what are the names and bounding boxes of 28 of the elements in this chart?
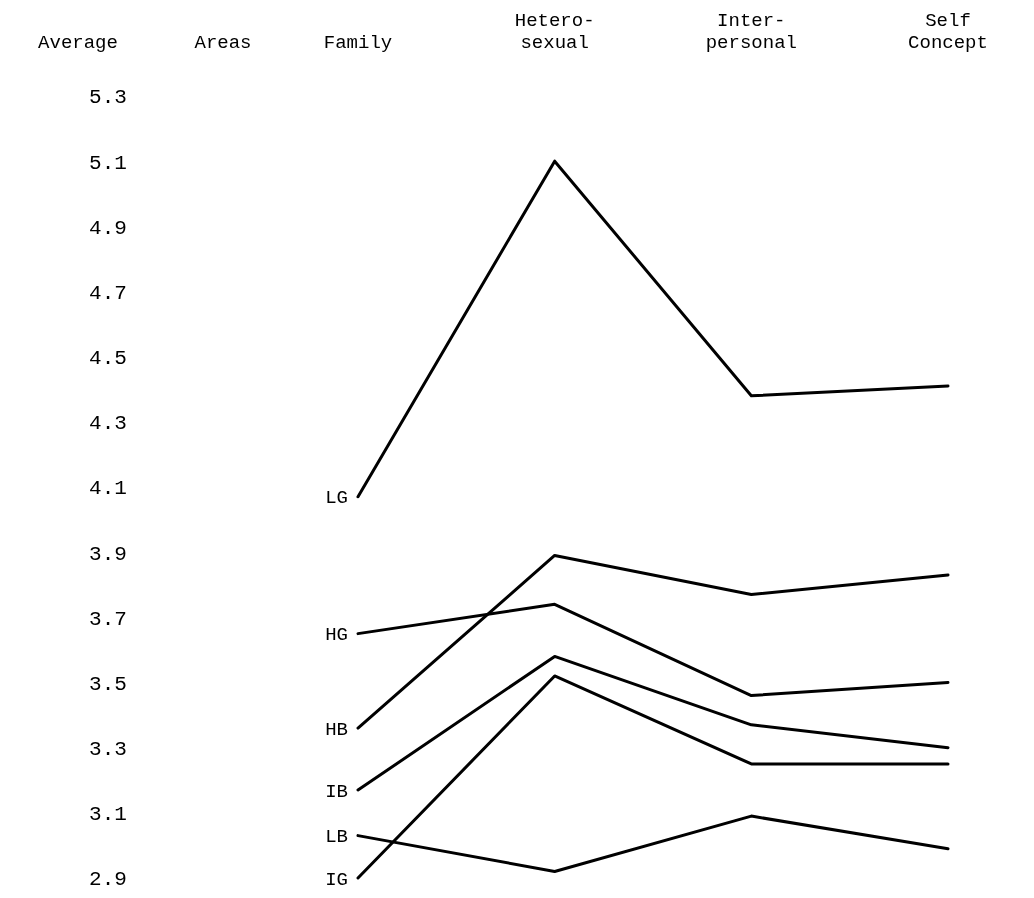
- y-tick-label: 4.5: [89, 347, 127, 371]
- y-axis-title: Average: [38, 32, 118, 54]
- series-label: HG: [325, 624, 348, 647]
- y-tick-label: 3.3: [89, 738, 127, 762]
- y-tick-label: 3.1: [89, 803, 127, 827]
- y-tick-label: 4.3: [89, 412, 127, 436]
- x-tick-label: Hetero- sexual: [514, 10, 595, 54]
- line-series: [356, 654, 950, 792]
- y-tick-label: 4.1: [89, 477, 127, 501]
- y-tick-label: 4.7: [89, 281, 127, 305]
- line-series: [356, 553, 950, 730]
- legend-title: Areas: [194, 32, 252, 54]
- series-label: LB: [325, 826, 348, 849]
- y-tick-label: 3.9: [89, 542, 127, 566]
- y-tick-label: 4.9: [89, 216, 127, 240]
- line-series: [356, 159, 950, 499]
- x-tick-label: Family: [323, 32, 393, 54]
- y-tick-label: 2.9: [89, 868, 127, 892]
- series-label: HB: [325, 718, 348, 741]
- series-label: IG: [325, 868, 348, 891]
- x-tick-label: Inter- personal: [705, 10, 797, 54]
- y-tick-label: 5.3: [89, 86, 127, 110]
- y-tick-label: 5.1: [89, 151, 127, 175]
- y-tick-label: 3.7: [89, 607, 127, 631]
- series-label: LG: [325, 487, 348, 510]
- series-label: IB: [325, 780, 348, 803]
- x-tick-label: Self Concept: [908, 10, 988, 54]
- y-tick-label: 3.5: [89, 672, 127, 696]
